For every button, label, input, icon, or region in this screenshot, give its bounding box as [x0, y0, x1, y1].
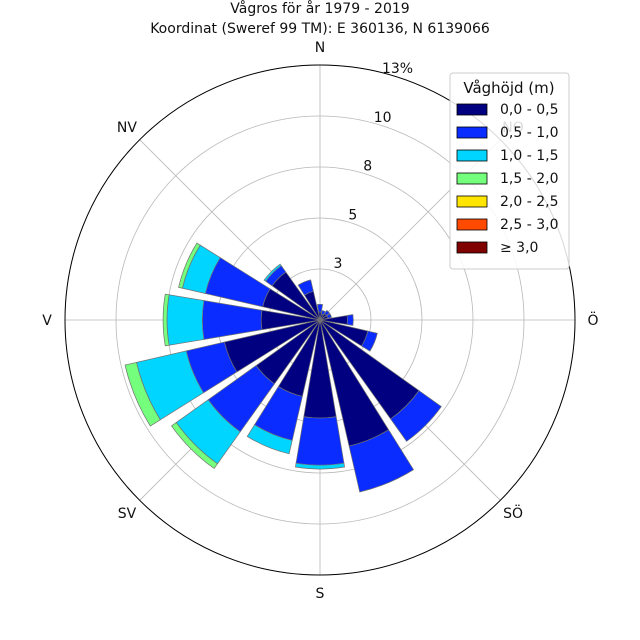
- bar-sector-2-bin-1: [324, 309, 331, 316]
- legend-label-6: ≥ 3,0: [500, 240, 538, 256]
- legend-swatch-3: [456, 172, 488, 185]
- bar-sector-5-bin-1: [361, 330, 378, 352]
- sector-bars: [124, 242, 442, 493]
- legend-label-3: 1,5 - 2,0: [500, 171, 558, 187]
- bar-sector-15-bin-1: [297, 279, 314, 296]
- direction-label-0: N: [315, 40, 325, 56]
- radial-tick-label-1: 5: [348, 207, 357, 223]
- chart-title: Vågros för år 1979 - 2019: [230, 0, 409, 17]
- bar-sector-12-bin-1: [202, 300, 263, 340]
- legend-label-4: 2,0 - 2,5: [500, 194, 558, 210]
- legend-swatch-1: [456, 126, 488, 139]
- bar-sector-1-bin-1: [320, 310, 326, 316]
- legend-label-1: 0,5 - 1,0: [500, 125, 558, 141]
- radial-tick-label-2: 8: [363, 159, 372, 175]
- radial-tick-labels: 3 5 8 10 13%: [333, 61, 413, 272]
- bar-sector-7-bin-1: [348, 429, 415, 493]
- legend-label-0: 0,0 - 0,5: [500, 102, 558, 118]
- radial-tick-label-3: 10: [374, 110, 392, 126]
- bar-sector-9-bin-2: [246, 424, 293, 455]
- direction-label-6: V: [42, 313, 52, 329]
- radial-tick-label-0: 3: [333, 256, 342, 272]
- radial-tick-label-4: 13%: [382, 61, 413, 77]
- bar-sector-12-bin-2: [166, 294, 205, 346]
- legend-label-2: 1,0 - 1,5: [500, 148, 558, 164]
- bar-sector-0-bin-1: [317, 303, 323, 313]
- bar-sector-8-bin-2: [294, 462, 346, 470]
- legend-swatch-4: [456, 195, 488, 208]
- legend-title: Våghöjd (m): [463, 79, 554, 97]
- legend-swatch-0: [456, 103, 488, 116]
- legend-swatch-6: [456, 241, 488, 254]
- chart-subtitle: Koordinat (Sweref 99 TM): E 360136, N 61…: [150, 21, 490, 37]
- legend-swatch-5: [456, 218, 488, 231]
- bar-sector-6-bin-1: [390, 390, 442, 442]
- bar-sector-11-bin-3: [124, 361, 161, 427]
- legend: Våghöjd (m) 0,0 - 0,5 0,5 - 1,0 1,0 - 1,5 1…: [449, 72, 570, 270]
- bar-sector-13-bin-3: [178, 242, 201, 289]
- direction-label-5: SV: [118, 506, 137, 522]
- legend-swatch-2: [456, 149, 488, 162]
- direction-label-3: SÖ: [503, 504, 523, 522]
- bar-sector-3-bin-1: [326, 313, 332, 319]
- direction-label-4: S: [316, 586, 325, 602]
- bar-sector-4-bin-1: [346, 314, 354, 326]
- direction-label-2: Ö: [587, 311, 598, 329]
- bar-sector-12-bin-3: [162, 293, 170, 347]
- direction-label-7: NV: [117, 120, 137, 136]
- legend-label-5: 2,5 - 3,0: [500, 217, 558, 233]
- polar-frame: [64, 64, 576, 576]
- bar-sector-10-bin-3: [170, 422, 218, 470]
- bar-sector-8-bin-1: [295, 416, 345, 466]
- bar-sector-14-bin-2: [263, 263, 282, 282]
